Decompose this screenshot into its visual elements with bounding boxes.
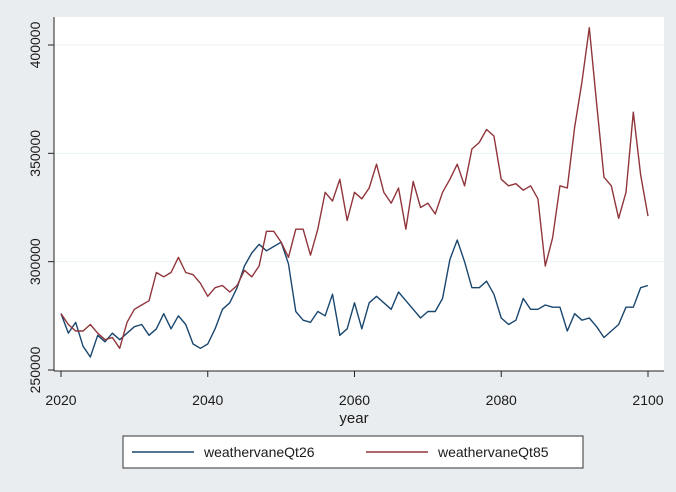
y-tick-label-400000: 400000	[27, 21, 43, 68]
x-axis-title: year	[339, 410, 368, 427]
series-line-weathervaneQt85	[60, 26, 649, 350]
series-line-weathervaneQt26	[60, 239, 649, 358]
y-tick-label-350000: 350000	[27, 130, 43, 177]
legend-box	[122, 435, 584, 469]
gridlines	[55, 44, 664, 263]
legend: weathervaneQt26 weathervaneQt85	[122, 435, 584, 469]
x-tick-label-2060: 2060	[339, 392, 370, 408]
x-tick-label-2020: 2020	[45, 392, 76, 408]
legend-label-weathervaneQt26: weathervaneQt26	[203, 444, 315, 460]
x-ticks: 2020 2040 2060 2080 2100	[45, 371, 664, 408]
x-tick-label-2080: 2080	[486, 392, 517, 408]
y-tick-label-300000: 300000	[27, 238, 43, 285]
axes	[53, 17, 664, 372]
series-lines	[60, 26, 649, 358]
x-tick-label-2100: 2100	[632, 392, 663, 408]
x-tick-label-2040: 2040	[192, 392, 223, 408]
y-ticks: 250000 300000 350000 400000	[27, 21, 54, 393]
plot-area	[54, 17, 664, 371]
y-tick-label-250000: 250000	[27, 346, 43, 393]
legend-label-weathervaneQt85: weathervaneQt85	[437, 444, 549, 460]
